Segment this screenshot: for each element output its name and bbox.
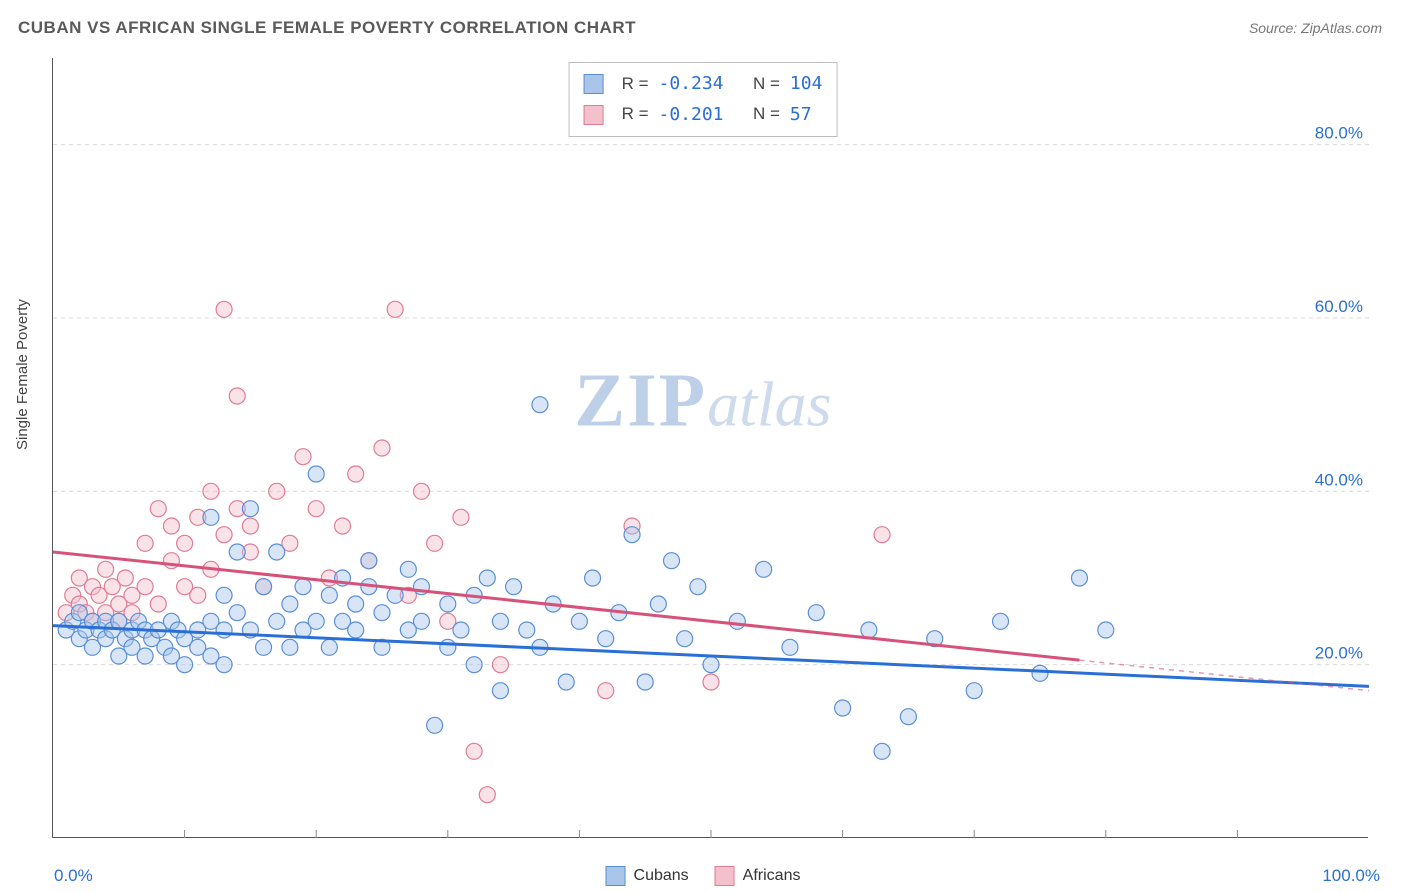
svg-text:20.0%: 20.0%: [1315, 644, 1363, 663]
svg-text:40.0%: 40.0%: [1315, 470, 1363, 489]
r-value-africans: -0.201: [659, 100, 724, 131]
legend-item-cubans: Cubans: [606, 866, 689, 886]
series-legend: Cubans Africans: [606, 866, 801, 886]
africans-swatch-icon: [715, 866, 735, 886]
source-attribution: Source: ZipAtlas.com: [1249, 20, 1382, 36]
source-label: Source:: [1249, 20, 1297, 36]
source-link[interactable]: ZipAtlas.com: [1301, 20, 1382, 36]
x-axis-max-label: 100.0%: [1322, 866, 1380, 886]
r-label: R =: [622, 70, 649, 99]
legend-row-africans: R = -0.201 N = 57: [584, 100, 823, 131]
svg-text:80.0%: 80.0%: [1315, 124, 1363, 143]
cubans-swatch-icon: [606, 866, 626, 886]
svg-text:60.0%: 60.0%: [1315, 297, 1363, 316]
africans-swatch-icon: [584, 105, 604, 125]
legend-label: Cubans: [634, 867, 689, 884]
n-value-africans: 57: [790, 100, 812, 131]
legend-row-cubans: R = -0.234 N = 104: [584, 69, 823, 100]
y-axis-label: Single Female Poverty: [14, 299, 31, 450]
x-axis-min-label: 0.0%: [54, 866, 93, 886]
r-label: R =: [622, 100, 649, 129]
chart-title: CUBAN VS AFRICAN SINGLE FEMALE POVERTY C…: [18, 18, 636, 38]
correlation-legend: R = -0.234 N = 104 R = -0.201 N = 57: [569, 62, 838, 137]
plot-area: 20.0% 40.0% 60.0% 80.0%: [52, 58, 1368, 838]
cubans-swatch-icon: [584, 74, 604, 94]
legend-item-africans: Africans: [715, 866, 801, 886]
r-value-cubans: -0.234: [659, 69, 724, 100]
n-label: N =: [753, 70, 780, 99]
n-value-cubans: 104: [790, 69, 823, 100]
n-label: N =: [753, 100, 780, 129]
scatter-plot-svg: 20.0% 40.0% 60.0% 80.0%: [53, 58, 1369, 838]
legend-label: Africans: [743, 867, 801, 884]
